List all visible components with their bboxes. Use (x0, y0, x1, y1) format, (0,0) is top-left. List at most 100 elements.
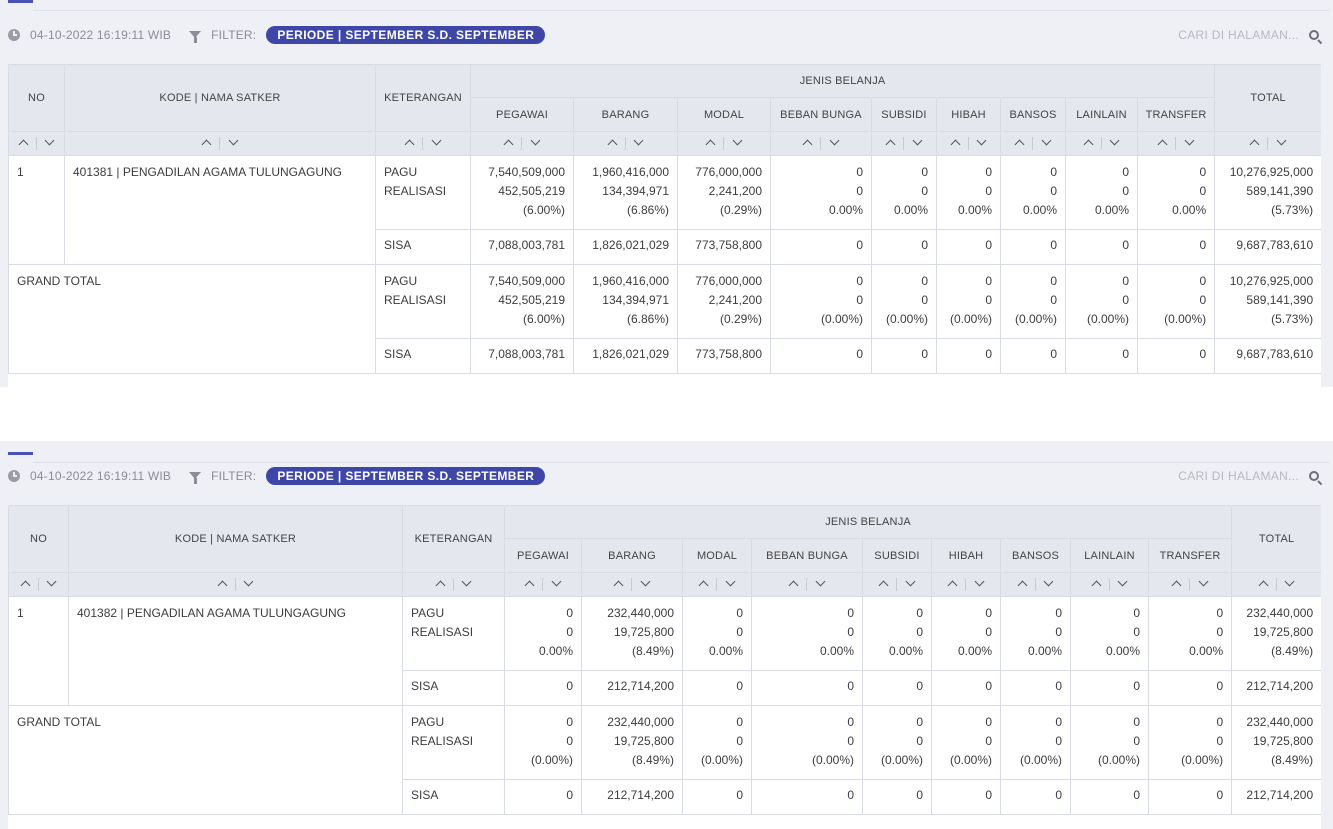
cell-beban-bunga-sisa: 0 (751, 670, 863, 706)
col-total: TOTAL (1214, 64, 1321, 132)
table-row-sisa: SISA 0 212,714,200 0 0 0 0 0 0 0 212,714… (9, 670, 1321, 706)
filter-icon (189, 471, 202, 484)
sort-asc-icon[interactable] (878, 136, 904, 150)
sort-desc-icon[interactable] (897, 576, 923, 591)
sort-asc-icon[interactable] (1076, 136, 1102, 150)
sort-asc-icon[interactable] (698, 136, 724, 150)
row-no: 1 (8, 596, 69, 706)
grand-label-sisa: SISA (375, 338, 471, 374)
sort-asc-icon[interactable] (11, 136, 37, 150)
col-modal: MODAL (682, 538, 752, 573)
sort-desc-icon[interactable] (904, 135, 930, 150)
timestamp: 04-10-2022 16:19:11 WIB (30, 28, 172, 42)
grand-beban-bunga-sisa: 0 (770, 338, 872, 374)
grand-bansos-sisa: 0 (1000, 779, 1071, 815)
sort-asc-icon[interactable] (1084, 577, 1110, 591)
sort-asc-icon[interactable] (397, 136, 423, 150)
cell-barang: 1,960,416,000 134,394,971 (6.86%) (573, 155, 678, 230)
sort-asc-icon[interactable] (871, 577, 897, 591)
grand-total: 232,440,000 19,725,800 (8.49%) (1231, 705, 1321, 780)
sort-asc-icon[interactable] (606, 577, 632, 591)
cell-total: 10,276,925,000 589,141,390 (5.73%) (1214, 155, 1321, 230)
sort-asc-icon[interactable] (781, 577, 807, 591)
sort-asc-icon[interactable] (795, 136, 821, 150)
cell-barang: 232,440,000 19,725,800 (8.49%) (581, 596, 683, 671)
sort-asc-icon[interactable] (517, 577, 543, 591)
sort-asc-icon[interactable] (600, 136, 626, 150)
cell-subsidi: 0 0 0.00% (871, 155, 937, 230)
timestamp: 04-10-2022 16:19:11 WIB (30, 469, 172, 483)
grand-transfer-sisa: 0 (1136, 338, 1216, 374)
grand-pegawai-sisa: 0 (504, 779, 582, 815)
search-input[interactable]: CARI DI HALAMAN... (1178, 28, 1299, 42)
col-lainlain: LAINLAIN (1070, 538, 1149, 573)
cell-transfer: 0 0 0.00% (1136, 155, 1216, 230)
row-no: 1 (8, 155, 65, 265)
sort-desc-icon[interactable] (807, 576, 833, 591)
col-group-jenis-belanja: JENIS BELANJA (469, 64, 1216, 98)
sort-desc-icon[interactable] (423, 135, 449, 150)
cell-hibah-sisa: 0 (931, 670, 1001, 706)
sort-desc-icon[interactable] (522, 135, 548, 150)
grand-modal-sisa: 773,758,800 (677, 338, 771, 374)
accent-bar (8, 0, 33, 3)
sort-desc-icon[interactable] (1036, 576, 1062, 591)
grand-beban-bunga: 0 0 (0.00%) (770, 264, 872, 339)
cell-bansos: 0 0 0.00% (1000, 596, 1071, 671)
sort-desc-icon[interactable] (454, 576, 480, 591)
cell-beban-bunga: 0 0 0.00% (751, 596, 863, 671)
sort-asc-icon[interactable] (1242, 136, 1269, 150)
col-hibah: HIBAH (936, 97, 1001, 132)
col-barang: BARANG (581, 538, 683, 573)
table-row-sisa: SISA 7,088,003,781 1,826,021,029 773,758… (9, 229, 1321, 265)
report-table: NO KODE | NAMA SATKER KETERANGAN JENIS B… (8, 64, 1321, 387)
sort-desc-icon[interactable] (969, 135, 995, 150)
sort-asc-icon[interactable] (1251, 577, 1277, 591)
sort-desc-icon[interactable] (37, 135, 63, 150)
search-icon[interactable] (1309, 471, 1319, 481)
col-keterangan: KETERANGAN (375, 64, 471, 132)
sort-asc-icon[interactable] (943, 136, 969, 150)
cell-subsidi: 0 0 0.00% (862, 596, 932, 671)
sort-desc-icon[interactable] (632, 576, 658, 591)
search-icon[interactable] (1309, 30, 1319, 40)
sort-row (8, 572, 1321, 597)
sort-asc-icon[interactable] (1010, 577, 1036, 591)
sort-desc-icon[interactable] (1277, 576, 1303, 591)
sort-desc-icon[interactable] (1102, 135, 1128, 150)
search-in-page[interactable]: CARI DI HALAMAN... (1178, 25, 1319, 45)
grand-total-row: GRAND TOTAL PAGU REALISASI 7,540,509,000 4… (8, 264, 1321, 374)
sort-desc-icon[interactable] (543, 576, 569, 591)
sort-desc-icon[interactable] (1268, 135, 1294, 150)
sort-desc-icon[interactable] (966, 576, 992, 591)
sort-desc-icon[interactable] (821, 135, 847, 150)
sort-asc-icon[interactable] (194, 136, 220, 150)
sort-desc-icon[interactable] (220, 135, 246, 150)
sort-asc-icon[interactable] (210, 577, 236, 591)
cell-total-sisa: 9,687,783,610 (1214, 229, 1321, 265)
col-transfer: TRANSFER (1147, 538, 1233, 573)
filter-badge[interactable]: PERIODE | SEPTEMBER S.D. SEPTEMBER (266, 467, 546, 485)
sort-desc-icon[interactable] (236, 576, 262, 591)
sort-asc-icon[interactable] (1150, 136, 1177, 150)
sort-desc-icon[interactable] (717, 576, 743, 591)
sort-asc-icon[interactable] (428, 577, 454, 591)
search-in-page[interactable]: CARI DI HALAMAN... (1178, 466, 1319, 486)
sort-asc-icon[interactable] (1164, 577, 1191, 591)
search-input[interactable]: CARI DI HALAMAN... (1178, 469, 1299, 483)
filter-badge[interactable]: PERIODE | SEPTEMBER S.D. SEPTEMBER (266, 26, 546, 44)
sort-asc-icon[interactable] (1007, 136, 1033, 150)
sort-desc-icon[interactable] (1110, 576, 1136, 591)
sort-desc-icon[interactable] (724, 135, 750, 150)
sort-desc-icon[interactable] (39, 576, 65, 591)
sort-desc-icon[interactable] (626, 135, 652, 150)
sort-desc-icon[interactable] (1033, 135, 1059, 150)
report-panel-1: 04-10-2022 16:19:11 WIB FILTER: PERIODE … (0, 0, 1333, 387)
sort-asc-icon[interactable] (496, 136, 522, 150)
sort-asc-icon[interactable] (691, 577, 717, 591)
sort-asc-icon[interactable] (940, 577, 966, 591)
sort-desc-icon[interactable] (1190, 576, 1216, 591)
cell-barang-sisa: 212,714,200 (581, 670, 683, 706)
sort-asc-icon[interactable] (13, 577, 39, 591)
sort-desc-icon[interactable] (1176, 135, 1202, 150)
